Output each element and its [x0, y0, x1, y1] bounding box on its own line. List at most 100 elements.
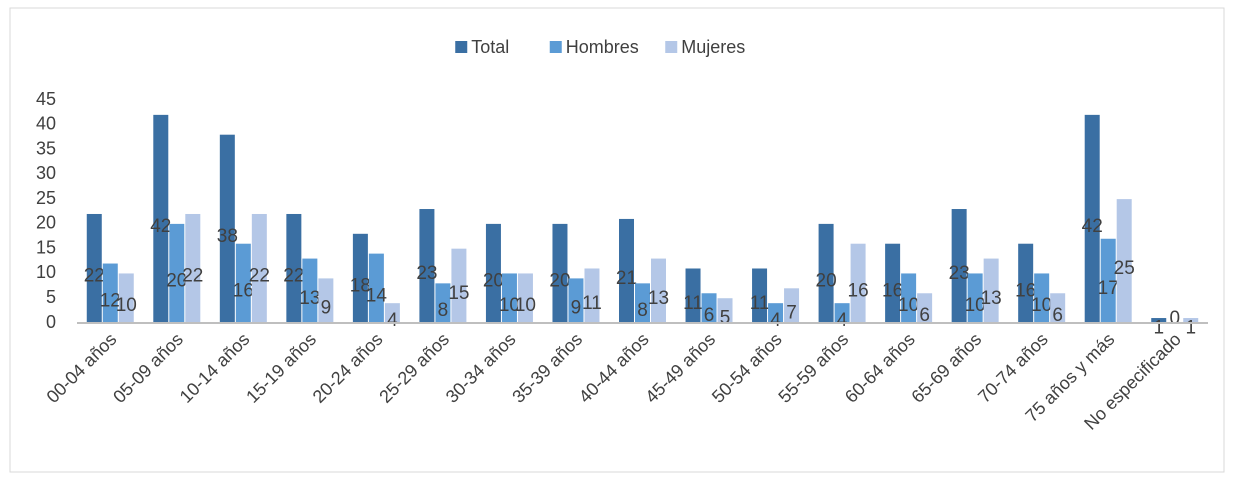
bar	[102, 263, 118, 323]
bar	[1018, 243, 1034, 323]
data-label: 20	[166, 270, 187, 291]
bar	[951, 209, 967, 323]
bar	[517, 273, 533, 323]
bar	[584, 268, 600, 323]
bar	[384, 303, 400, 323]
data-label: 4	[837, 310, 848, 331]
data-label: 16	[848, 280, 869, 301]
bar	[1151, 318, 1167, 323]
data-label: 10	[1031, 295, 1052, 316]
data-label: 13	[299, 288, 320, 309]
bar	[818, 223, 834, 323]
data-label: 10	[898, 295, 919, 316]
data-label: 16	[233, 280, 254, 301]
bar	[917, 293, 933, 323]
legend-swatch	[549, 41, 562, 53]
data-label: 25	[1114, 258, 1135, 279]
data-label: 22	[249, 266, 270, 287]
data-label: 13	[648, 288, 669, 309]
data-label: 4	[770, 310, 781, 331]
bar	[901, 273, 917, 323]
bar	[352, 233, 368, 323]
data-label: 22	[84, 266, 105, 287]
data-label: 5	[720, 308, 731, 329]
data-label: 38	[217, 226, 238, 247]
bar	[784, 288, 800, 323]
data-label: 20	[549, 270, 570, 291]
data-label: 11	[582, 293, 602, 314]
bar	[1034, 273, 1050, 323]
data-label: 10	[965, 295, 986, 316]
bar	[435, 283, 451, 323]
bar	[685, 268, 701, 323]
data-label: 9	[571, 298, 582, 319]
legend: Total Hombres Mujeres	[455, 37, 745, 57]
data-label: 14	[366, 285, 388, 306]
y-tick-label: 10	[36, 262, 56, 282]
chart-frame	[9, 7, 1225, 473]
bar	[419, 209, 435, 323]
data-label: 10	[116, 295, 137, 316]
data-label: 13	[981, 288, 1002, 309]
bar	[768, 303, 784, 323]
data-label: 1	[1185, 318, 1196, 339]
data-label: 16	[882, 280, 903, 301]
y-tick-label: 20	[36, 213, 56, 233]
bar	[885, 243, 901, 323]
bar	[568, 278, 584, 323]
bar	[1116, 199, 1132, 323]
data-label: 9	[321, 298, 332, 319]
bar	[834, 303, 850, 323]
data-label: 11	[750, 293, 770, 314]
data-label: 42	[1082, 216, 1103, 237]
data-label: 6	[704, 305, 715, 326]
bar	[302, 258, 318, 323]
data-label: 17	[1098, 278, 1119, 299]
bar	[752, 268, 768, 323]
y-tick-label: 5	[46, 287, 56, 307]
data-label: 23	[416, 263, 437, 284]
bar	[86, 213, 102, 323]
y-tick-label: 0	[46, 312, 56, 332]
bar	[169, 223, 185, 323]
data-label: 18	[350, 275, 371, 296]
bar	[185, 213, 201, 323]
y-tick-label: 15	[36, 237, 56, 257]
data-label: 22	[182, 266, 203, 287]
bar	[153, 114, 169, 323]
bar	[635, 283, 650, 323]
bar	[1050, 293, 1066, 323]
y-tick-label: 35	[36, 138, 56, 158]
data-label: 6	[1052, 305, 1063, 326]
legend-swatch	[665, 41, 678, 53]
data-label: 16	[1015, 280, 1036, 301]
bar	[651, 258, 666, 323]
data-label: 11	[683, 293, 703, 314]
y-tick-label: 30	[36, 163, 56, 183]
data-label: 8	[438, 300, 449, 321]
data-label: 20	[483, 270, 504, 291]
bar	[118, 273, 134, 323]
data-label: 23	[949, 263, 970, 284]
y-tick-label: 45	[36, 89, 56, 109]
data-label: 15	[448, 283, 469, 304]
legend-swatch	[455, 41, 468, 53]
data-label: 4	[387, 310, 398, 331]
y-tick-label: 40	[36, 114, 56, 134]
bar	[485, 223, 501, 323]
bar	[501, 273, 517, 323]
data-label: 10	[515, 295, 536, 316]
data-label: 7	[786, 303, 797, 324]
bar	[850, 243, 866, 323]
bar	[251, 213, 267, 323]
bar	[1084, 114, 1100, 323]
data-label: 20	[816, 270, 837, 291]
bar	[967, 273, 983, 323]
bar	[983, 258, 999, 323]
bar	[701, 293, 717, 323]
data-label: 10	[499, 295, 520, 316]
bar	[717, 298, 733, 323]
bar	[368, 253, 384, 323]
